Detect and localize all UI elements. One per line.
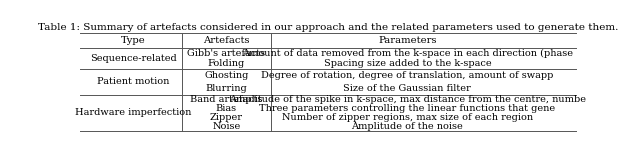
Text: Table 1: Summary of artefacts considered in our approach and the related paramet: Table 1: Summary of artefacts considered… <box>38 23 618 32</box>
Text: Artefacts: Artefacts <box>203 36 250 45</box>
Text: Bias: Bias <box>216 104 237 113</box>
Text: Amplitude of the spike in k-space, max distance from the centre, numbe: Amplitude of the spike in k-space, max d… <box>229 95 586 104</box>
Text: Parameters: Parameters <box>378 36 436 45</box>
Text: Type: Type <box>121 36 146 45</box>
Text: Band artefacts: Band artefacts <box>190 95 262 104</box>
Text: Degree of rotation, degree of translation, amount of swapp: Degree of rotation, degree of translatio… <box>261 71 554 80</box>
Text: Amount of data removed from the k-space in each direction (phase: Amount of data removed from the k-space … <box>242 48 573 58</box>
Text: Patient motion: Patient motion <box>97 77 170 86</box>
Text: Ghosting: Ghosting <box>204 71 248 80</box>
Text: Hardware imperfection: Hardware imperfection <box>76 108 192 117</box>
Text: Noise: Noise <box>212 122 241 131</box>
Text: Sequence-related: Sequence-related <box>90 54 177 63</box>
Text: Size of the Gaussian filter: Size of the Gaussian filter <box>344 84 471 93</box>
Text: Three parameters controlling the linear functions that gene: Three parameters controlling the linear … <box>259 104 556 113</box>
Text: Number of zipper regions, max size of each region: Number of zipper regions, max size of ea… <box>282 113 533 122</box>
Text: Zipper: Zipper <box>210 113 243 122</box>
Text: Folding: Folding <box>208 59 245 68</box>
Text: Spacing size added to the k-space: Spacing size added to the k-space <box>324 59 491 68</box>
Text: Blurring: Blurring <box>205 84 247 93</box>
Text: Amplitude of the noise: Amplitude of the noise <box>351 122 463 131</box>
Text: Gibb's artefacts: Gibb's artefacts <box>188 48 266 58</box>
